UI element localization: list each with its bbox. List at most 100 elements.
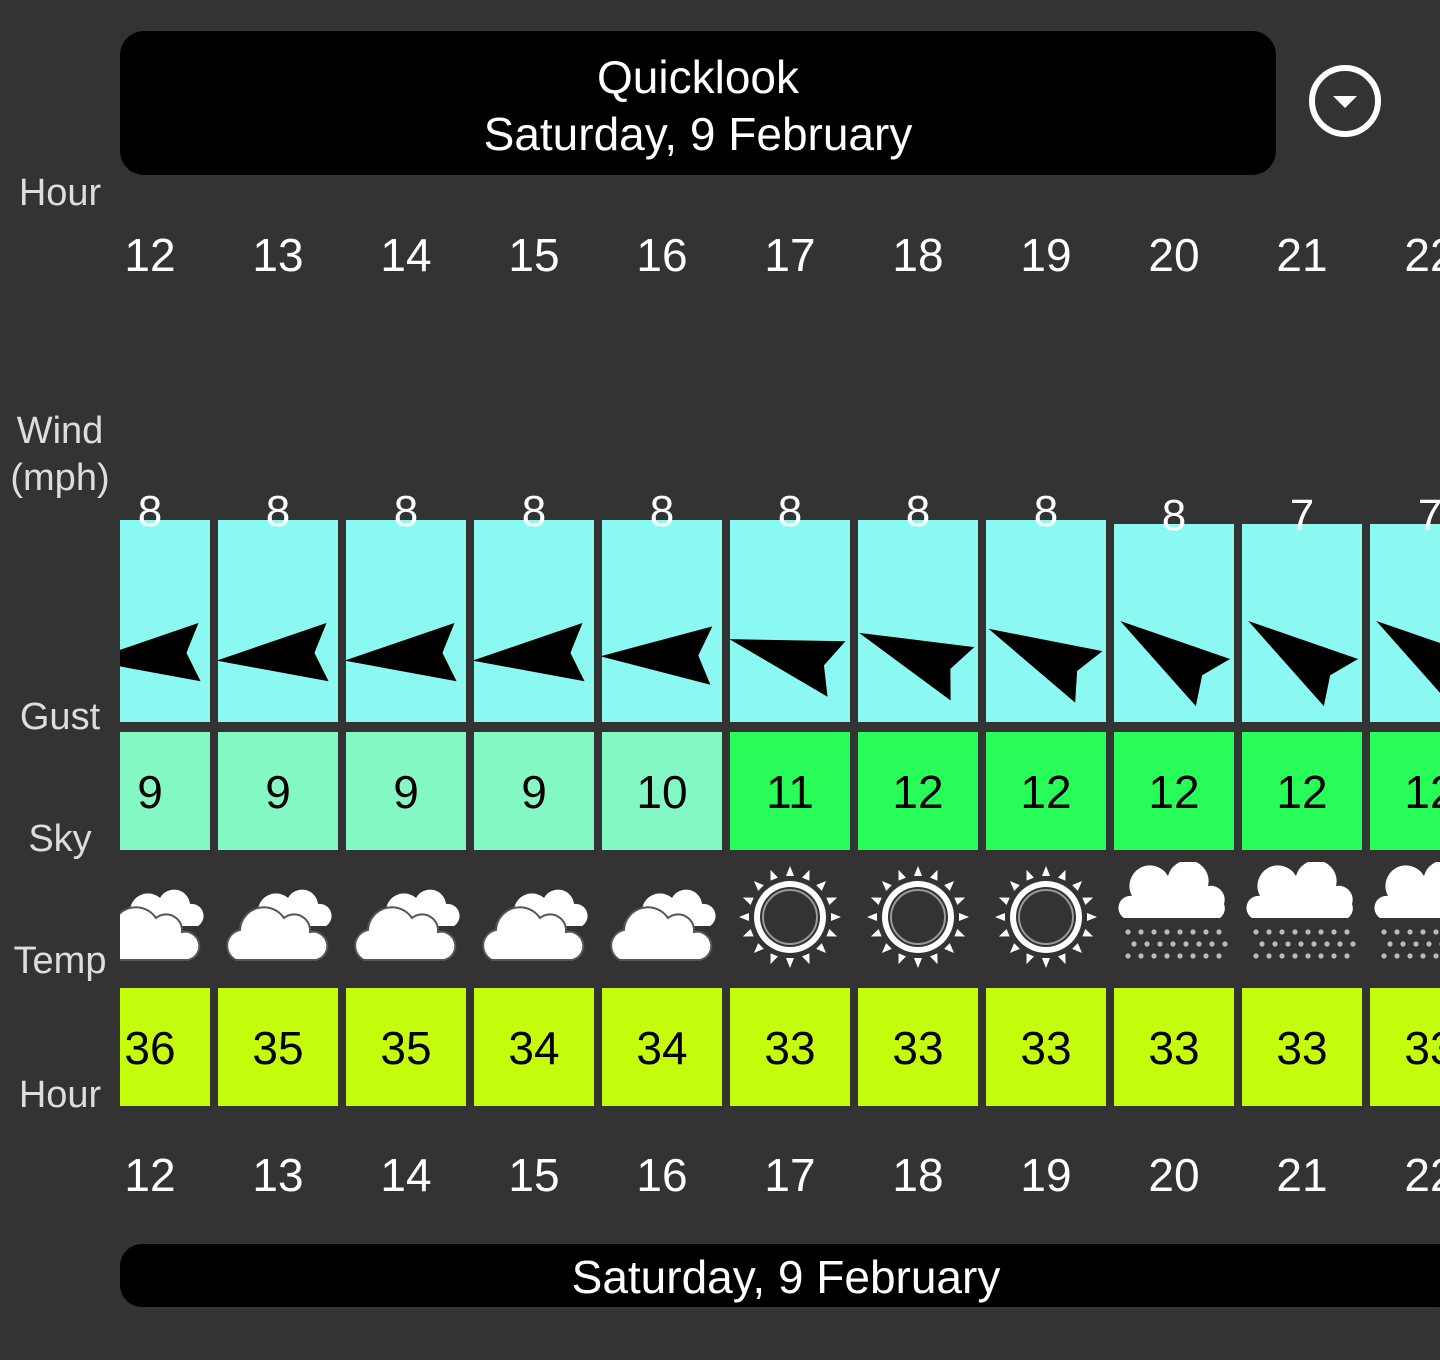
wind-direction-arrow-icon bbox=[1120, 621, 1231, 707]
partly-cloudy-icon bbox=[474, 862, 594, 972]
label-wind-unit: (mph) bbox=[10, 457, 110, 499]
wind-speed: 7 bbox=[1289, 491, 1315, 540]
gust-cell: 9 bbox=[346, 732, 466, 850]
wind-direction-arrow-icon bbox=[859, 632, 975, 701]
partly-cloudy-icon bbox=[120, 862, 210, 972]
snow-icon bbox=[1242, 860, 1362, 972]
wind-direction-arrow-icon bbox=[602, 626, 713, 685]
chevron-down-circle-icon[interactable] bbox=[1309, 65, 1381, 137]
hour-label-bottom: 14 bbox=[380, 1149, 432, 1201]
gust-cell: 9 bbox=[474, 732, 594, 850]
wind-cell bbox=[730, 520, 850, 722]
wind-cell bbox=[1370, 524, 1440, 722]
wind-speed: 8 bbox=[137, 487, 163, 536]
hour-label-top: 22 bbox=[1404, 229, 1440, 281]
wind-direction-arrow-icon bbox=[988, 628, 1103, 703]
wind-cell bbox=[1242, 524, 1362, 722]
hour-label-bottom: 18 bbox=[892, 1149, 944, 1201]
hour-label-top: 20 bbox=[1148, 229, 1200, 281]
hour-label-top: 16 bbox=[636, 229, 688, 281]
gust-cell: 12 bbox=[1242, 732, 1362, 850]
hour-label-top: 15 bbox=[508, 229, 560, 281]
wind-cell bbox=[602, 520, 722, 722]
hour-label-top: 18 bbox=[892, 229, 944, 281]
hour-label-bottom: 19 bbox=[1020, 1149, 1072, 1201]
header-date: Saturday, 9 February bbox=[483, 108, 913, 160]
hour-label-top: 21 bbox=[1276, 229, 1328, 281]
snow-icon bbox=[1370, 860, 1440, 972]
wind-speed: 8 bbox=[1161, 491, 1187, 540]
hour-label-bottom: 12 bbox=[124, 1149, 176, 1201]
footer-date: Saturday, 9 February bbox=[571, 1251, 1001, 1303]
wind-cell bbox=[986, 520, 1106, 722]
label-temp: Temp bbox=[13, 940, 107, 982]
hour-label-top: 19 bbox=[1020, 229, 1072, 281]
gust-cell: 12 bbox=[986, 732, 1106, 850]
wind-cell bbox=[474, 520, 594, 722]
wind-speed: 8 bbox=[1033, 487, 1059, 536]
forecast-grid[interactable]: 12 8 9 36 12 13 8 9 35 13 14 8 9 35 14 1… bbox=[120, 0, 1440, 1360]
temp-cell: 35 bbox=[346, 988, 466, 1106]
sunny-icon bbox=[986, 862, 1106, 972]
wind-cell bbox=[346, 520, 466, 722]
temp-cell: 35 bbox=[218, 988, 338, 1106]
hour-label-bottom: 22 bbox=[1404, 1149, 1440, 1201]
gust-cell: 9 bbox=[120, 732, 210, 850]
gust-cell: 12 bbox=[1114, 732, 1234, 850]
partly-cloudy-icon bbox=[602, 862, 722, 972]
hour-label-bottom: 16 bbox=[636, 1149, 688, 1201]
label-hour-bottom: Hour bbox=[18, 1074, 102, 1116]
hour-label-top: 17 bbox=[764, 229, 816, 281]
partly-cloudy-icon bbox=[218, 862, 338, 972]
wind-speed: 8 bbox=[393, 487, 419, 536]
wind-direction-arrow-icon bbox=[1376, 621, 1440, 707]
wind-cell bbox=[120, 520, 210, 722]
wind-direction-arrow-icon bbox=[120, 622, 201, 682]
footer-date-bar: Saturday, 9 February bbox=[120, 1244, 1440, 1307]
hour-label-bottom: 15 bbox=[508, 1149, 560, 1201]
hour-label-top: 13 bbox=[252, 229, 304, 281]
temp-cell: 33 bbox=[1114, 988, 1234, 1106]
wind-cell bbox=[858, 520, 978, 722]
temp-cell: 33 bbox=[1242, 988, 1362, 1106]
wind-speed: 8 bbox=[649, 487, 675, 536]
wind-speed: 7 bbox=[1417, 491, 1440, 540]
wind-direction-arrow-icon bbox=[474, 622, 585, 682]
temp-cell: 33 bbox=[730, 988, 850, 1106]
label-sky: Sky bbox=[28, 818, 92, 860]
temp-cell: 34 bbox=[474, 988, 594, 1106]
gust-cell: 9 bbox=[218, 732, 338, 850]
wind-cell bbox=[1114, 524, 1234, 722]
gust-cell: 12 bbox=[858, 732, 978, 850]
quicklook-header: Quicklook Saturday, 9 February bbox=[120, 31, 1276, 175]
wind-direction-arrow-icon bbox=[730, 639, 846, 697]
hour-label-bottom: 20 bbox=[1148, 1149, 1200, 1201]
wind-speed: 8 bbox=[777, 487, 803, 536]
wind-cell bbox=[218, 520, 338, 722]
snow-icon bbox=[1114, 860, 1234, 972]
sunny-icon bbox=[730, 862, 850, 972]
wind-speed: 8 bbox=[905, 487, 931, 536]
hour-label-bottom: 13 bbox=[252, 1149, 304, 1201]
gust-cell: 12 bbox=[1370, 732, 1440, 850]
wind-direction-arrow-icon bbox=[218, 622, 329, 682]
gust-cell: 11 bbox=[730, 732, 850, 850]
hour-label-bottom: 21 bbox=[1276, 1149, 1328, 1201]
sunny-icon bbox=[858, 862, 978, 972]
temp-cell: 36 bbox=[120, 988, 210, 1106]
label-gust: Gust bbox=[19, 696, 101, 738]
header-title: Quicklook bbox=[597, 51, 799, 103]
wind-speed: 8 bbox=[265, 487, 291, 536]
partly-cloudy-icon bbox=[346, 862, 466, 972]
temp-cell: 34 bbox=[602, 988, 722, 1106]
gust-cell: 10 bbox=[602, 732, 722, 850]
wind-direction-arrow-icon bbox=[346, 622, 457, 682]
label-hour-top: Hour bbox=[18, 172, 102, 214]
label-wind: Wind bbox=[16, 410, 104, 452]
hour-label-top: 14 bbox=[380, 229, 432, 281]
temp-cell: 33 bbox=[1370, 988, 1440, 1106]
hour-label-bottom: 17 bbox=[764, 1149, 816, 1201]
temp-cell: 33 bbox=[986, 988, 1106, 1106]
wind-speed: 8 bbox=[521, 487, 547, 536]
hour-label-top: 12 bbox=[124, 229, 176, 281]
